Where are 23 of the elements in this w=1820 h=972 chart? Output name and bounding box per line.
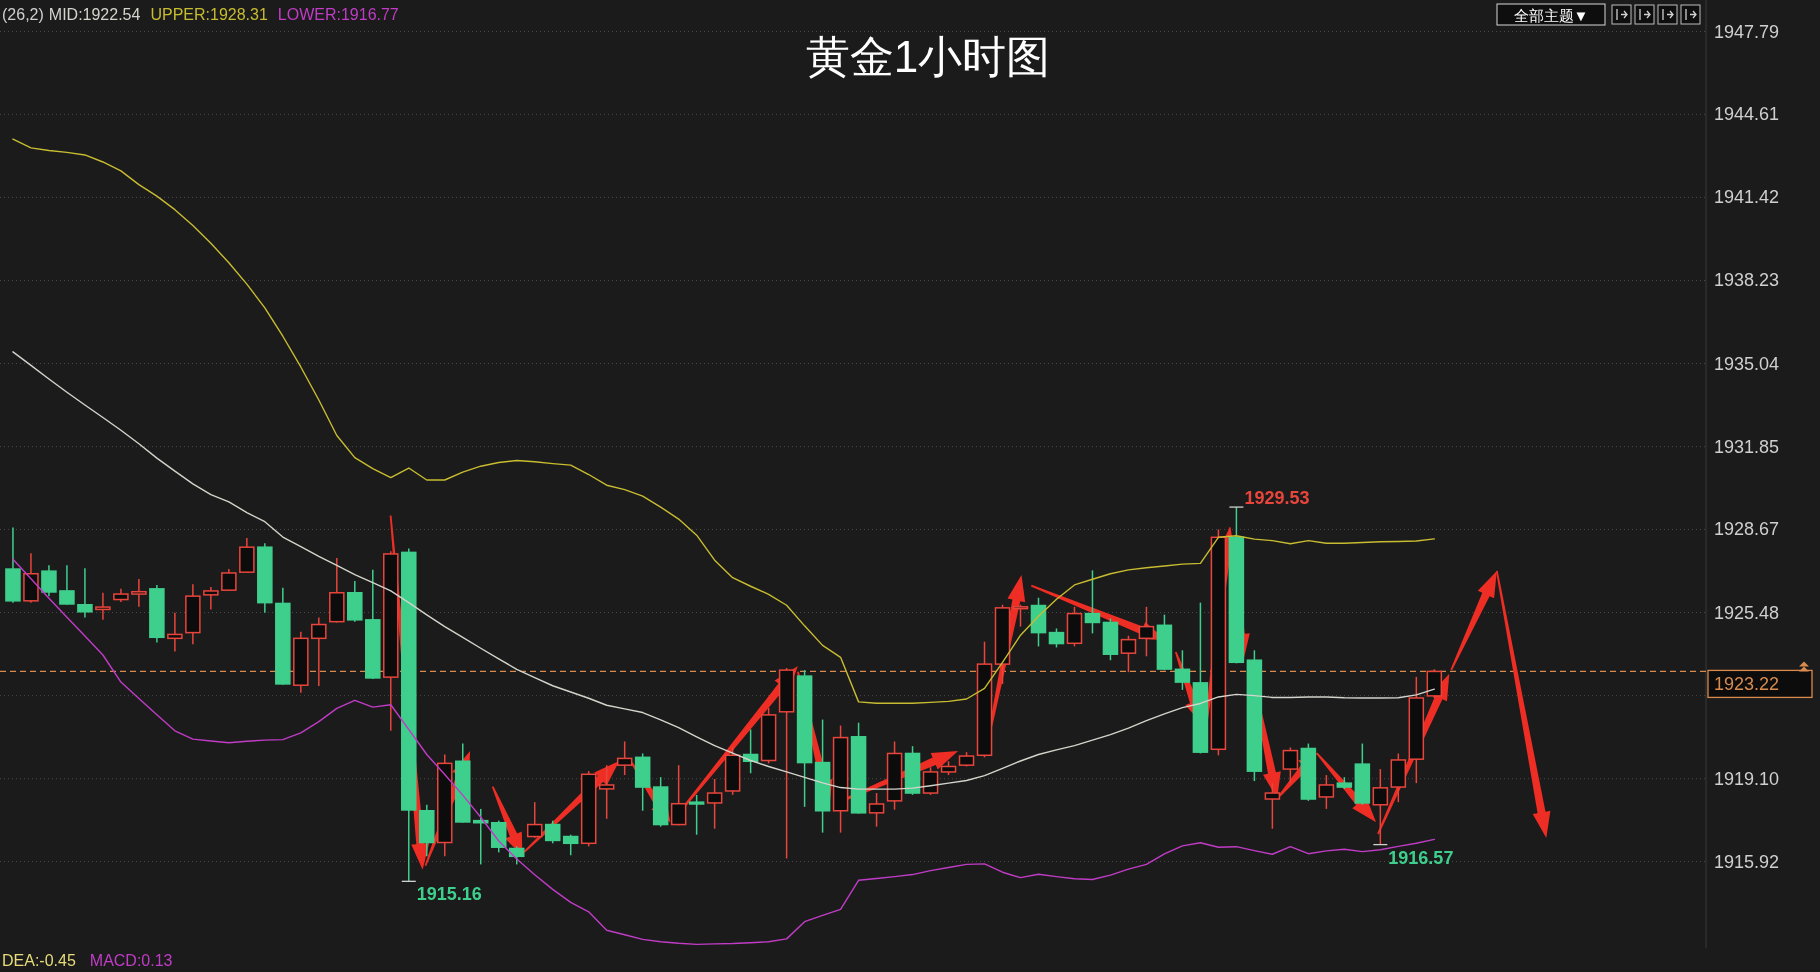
y-tick-label: 1938.23 <box>1714 270 1780 291</box>
button: 全部主题▼ <box>1496 3 1606 26</box>
y-tick-label: 1919.10 <box>1714 768 1780 789</box>
text: MACD:0.13 <box>89 951 173 969</box>
ref-line-label: 1923.22 <box>1714 674 1780 695</box>
annotation: (26,2) <box>2 5 44 23</box>
annotation: LOWER:1916.77 <box>277 5 399 23</box>
y-tick-label: 1931.85 <box>1714 436 1780 457</box>
y-tick-label: 1915.92 <box>1714 851 1780 872</box>
text: DEA:-0.45 <box>2 951 76 969</box>
y-tick-label: 1947.79 <box>1714 21 1780 42</box>
ref-label: 1923.22 <box>1707 669 1813 699</box>
y-tick-label: 1944.61 <box>1714 104 1780 125</box>
y-tick-label: 1928.67 <box>1714 519 1780 540</box>
data-label: 1915.16 <box>401 880 482 905</box>
y-tick-label: 1925.48 <box>1714 602 1780 623</box>
y-tick-label: 1941.42 <box>1714 187 1780 208</box>
annotation: MID:1922.54 <box>48 5 141 23</box>
data-label: 1916.57 <box>1372 843 1454 868</box>
text: 黄金1小时图 <box>805 31 1051 81</box>
y-tick-label: 1935.04 <box>1714 353 1780 374</box>
annotation: UPPER:1928.31 <box>150 5 268 23</box>
data-label: 1929.53 <box>1228 488 1310 509</box>
